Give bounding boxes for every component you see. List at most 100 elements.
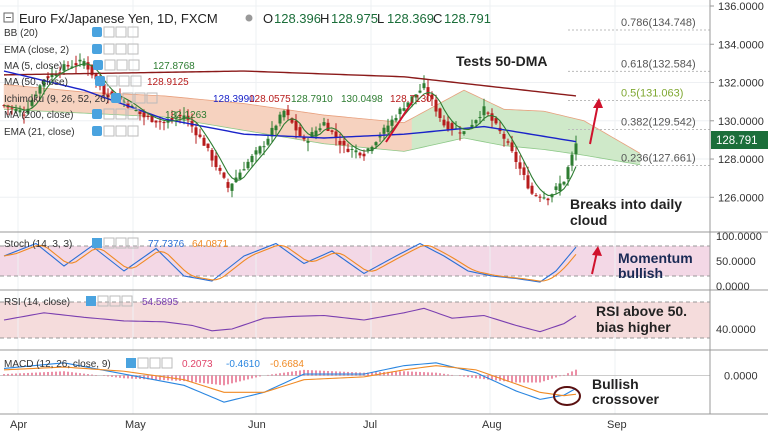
legend-settings-icon[interactable] [103,108,115,120]
candle-body [34,94,38,97]
candle-body [506,141,510,143]
cloud-segment [159,95,165,118]
candle-body [422,83,426,89]
legend-settings-icon[interactable] [146,92,158,104]
ohlc-close: 128.791 [444,11,491,26]
legend-settings-icon[interactable] [106,75,118,87]
cloud-segment [471,93,477,141]
legend-settings-icon[interactable] [149,357,161,369]
legend-settings-icon[interactable] [115,237,127,249]
candle-body [22,114,26,116]
legend-eye-icon[interactable] [111,93,121,103]
cloud-segment [579,119,585,156]
annotation-momentum-2: bullish [618,265,663,281]
crossover-circle [553,386,581,406]
candle-body [570,154,574,166]
legend-settings-icon[interactable] [115,125,127,137]
cloud-segment [567,116,573,154]
cloud-segment [599,129,605,159]
candle-body [450,123,454,130]
time-axis[interactable]: Apr May Jun Jul Aug Sep [10,419,627,431]
legend-settings-icon[interactable] [126,358,136,368]
legend-value: 132.1263 [165,110,207,121]
cloud-segment [607,134,613,161]
candle-body [378,136,382,138]
fib-label: 0.236(127.661) [621,153,696,165]
legend-settings-icon[interactable] [127,108,139,120]
stoch-band [0,246,710,276]
cloud-segment [611,136,617,161]
legend-settings-icon[interactable] [127,237,139,249]
candle-body [314,130,318,137]
legend-eye-icon[interactable] [92,126,102,136]
candle-body [346,148,350,152]
cloud-segment [487,101,493,144]
legend-settings-icon[interactable] [92,238,102,248]
legend-settings-icon[interactable] [103,237,115,249]
cloud-segment [491,103,497,145]
candle-body [546,198,550,201]
candle-body [42,79,46,87]
legend-settings-icon[interactable] [127,26,139,38]
legend-settings-icon[interactable] [121,295,133,307]
candle-body [246,161,250,169]
legend-settings-icon[interactable] [137,357,149,369]
legend-settings-icon[interactable] [104,59,116,71]
cloud-segment [555,113,561,153]
legend-settings-icon[interactable] [86,296,96,306]
legend-eye-icon[interactable] [92,44,102,54]
legend-eye-icon[interactable] [92,27,102,37]
candle-body [518,162,522,169]
cloud-segment [507,109,513,147]
cloud-segment [363,118,369,149]
candle-body [222,172,226,178]
candle-body [302,136,306,140]
legend-settings-icon[interactable] [103,26,115,38]
candle-body [542,197,546,199]
annotation-rsi-1: RSI above 50. [596,303,687,319]
legend-settings-icon[interactable] [116,59,128,71]
candle-body [182,115,186,120]
legend-settings-icon[interactable] [103,43,115,55]
cloud-segment [595,127,601,159]
legend-settings-icon[interactable] [127,43,139,55]
candle-body [242,169,246,171]
cloud-segment [495,105,501,146]
legend-settings-icon[interactable] [127,125,139,137]
legend-settings-icon[interactable] [122,92,134,104]
stoch-legend-value: 77.7376 [148,239,185,250]
indicator-legend[interactable]: BB (20) EMA (close, 2) MA (5, close) 127.87… [4,26,432,370]
legend-settings-icon[interactable] [134,92,146,104]
price-axis[interactable]: 126.0000 128.0000 130.0000 132.0000 134.0000… [710,1,764,382]
legend-eye-icon[interactable] [95,76,105,86]
ohlc-open: 128.396 [274,11,321,26]
legend-settings-icon[interactable] [130,75,142,87]
legend-settings-icon[interactable] [128,59,140,71]
legend-settings-icon[interactable] [103,125,115,137]
cloud-segment [251,104,257,133]
candle-body [306,141,310,143]
legend-eye-icon[interactable] [93,60,103,70]
legend-settings-icon[interactable] [115,108,127,120]
legend-settings-icon[interactable] [97,295,109,307]
legend-settings-icon[interactable] [109,295,121,307]
candle-body [510,142,514,152]
legend-settings-icon[interactable] [118,75,130,87]
cloud-segment [219,100,225,128]
cloud-segment [227,101,233,129]
header-collapse-icon[interactable] [3,12,14,23]
legend-settings-icon[interactable] [115,26,127,38]
candle-body [366,148,370,151]
candle-body [386,125,390,133]
symbol-title[interactable]: Euro Fx/Japanese Yen, 1D, FXCM [19,11,218,26]
legend-eye-icon[interactable] [92,109,102,119]
candle-body [562,181,566,185]
candle-body [258,146,262,154]
legend-settings-icon[interactable] [115,43,127,55]
cloud-segment [419,111,425,149]
sub-indicators [3,242,577,403]
tenkan-line [3,63,577,196]
candle-body [26,108,30,114]
candle-body [290,118,294,123]
legend-settings-icon[interactable] [161,357,173,369]
